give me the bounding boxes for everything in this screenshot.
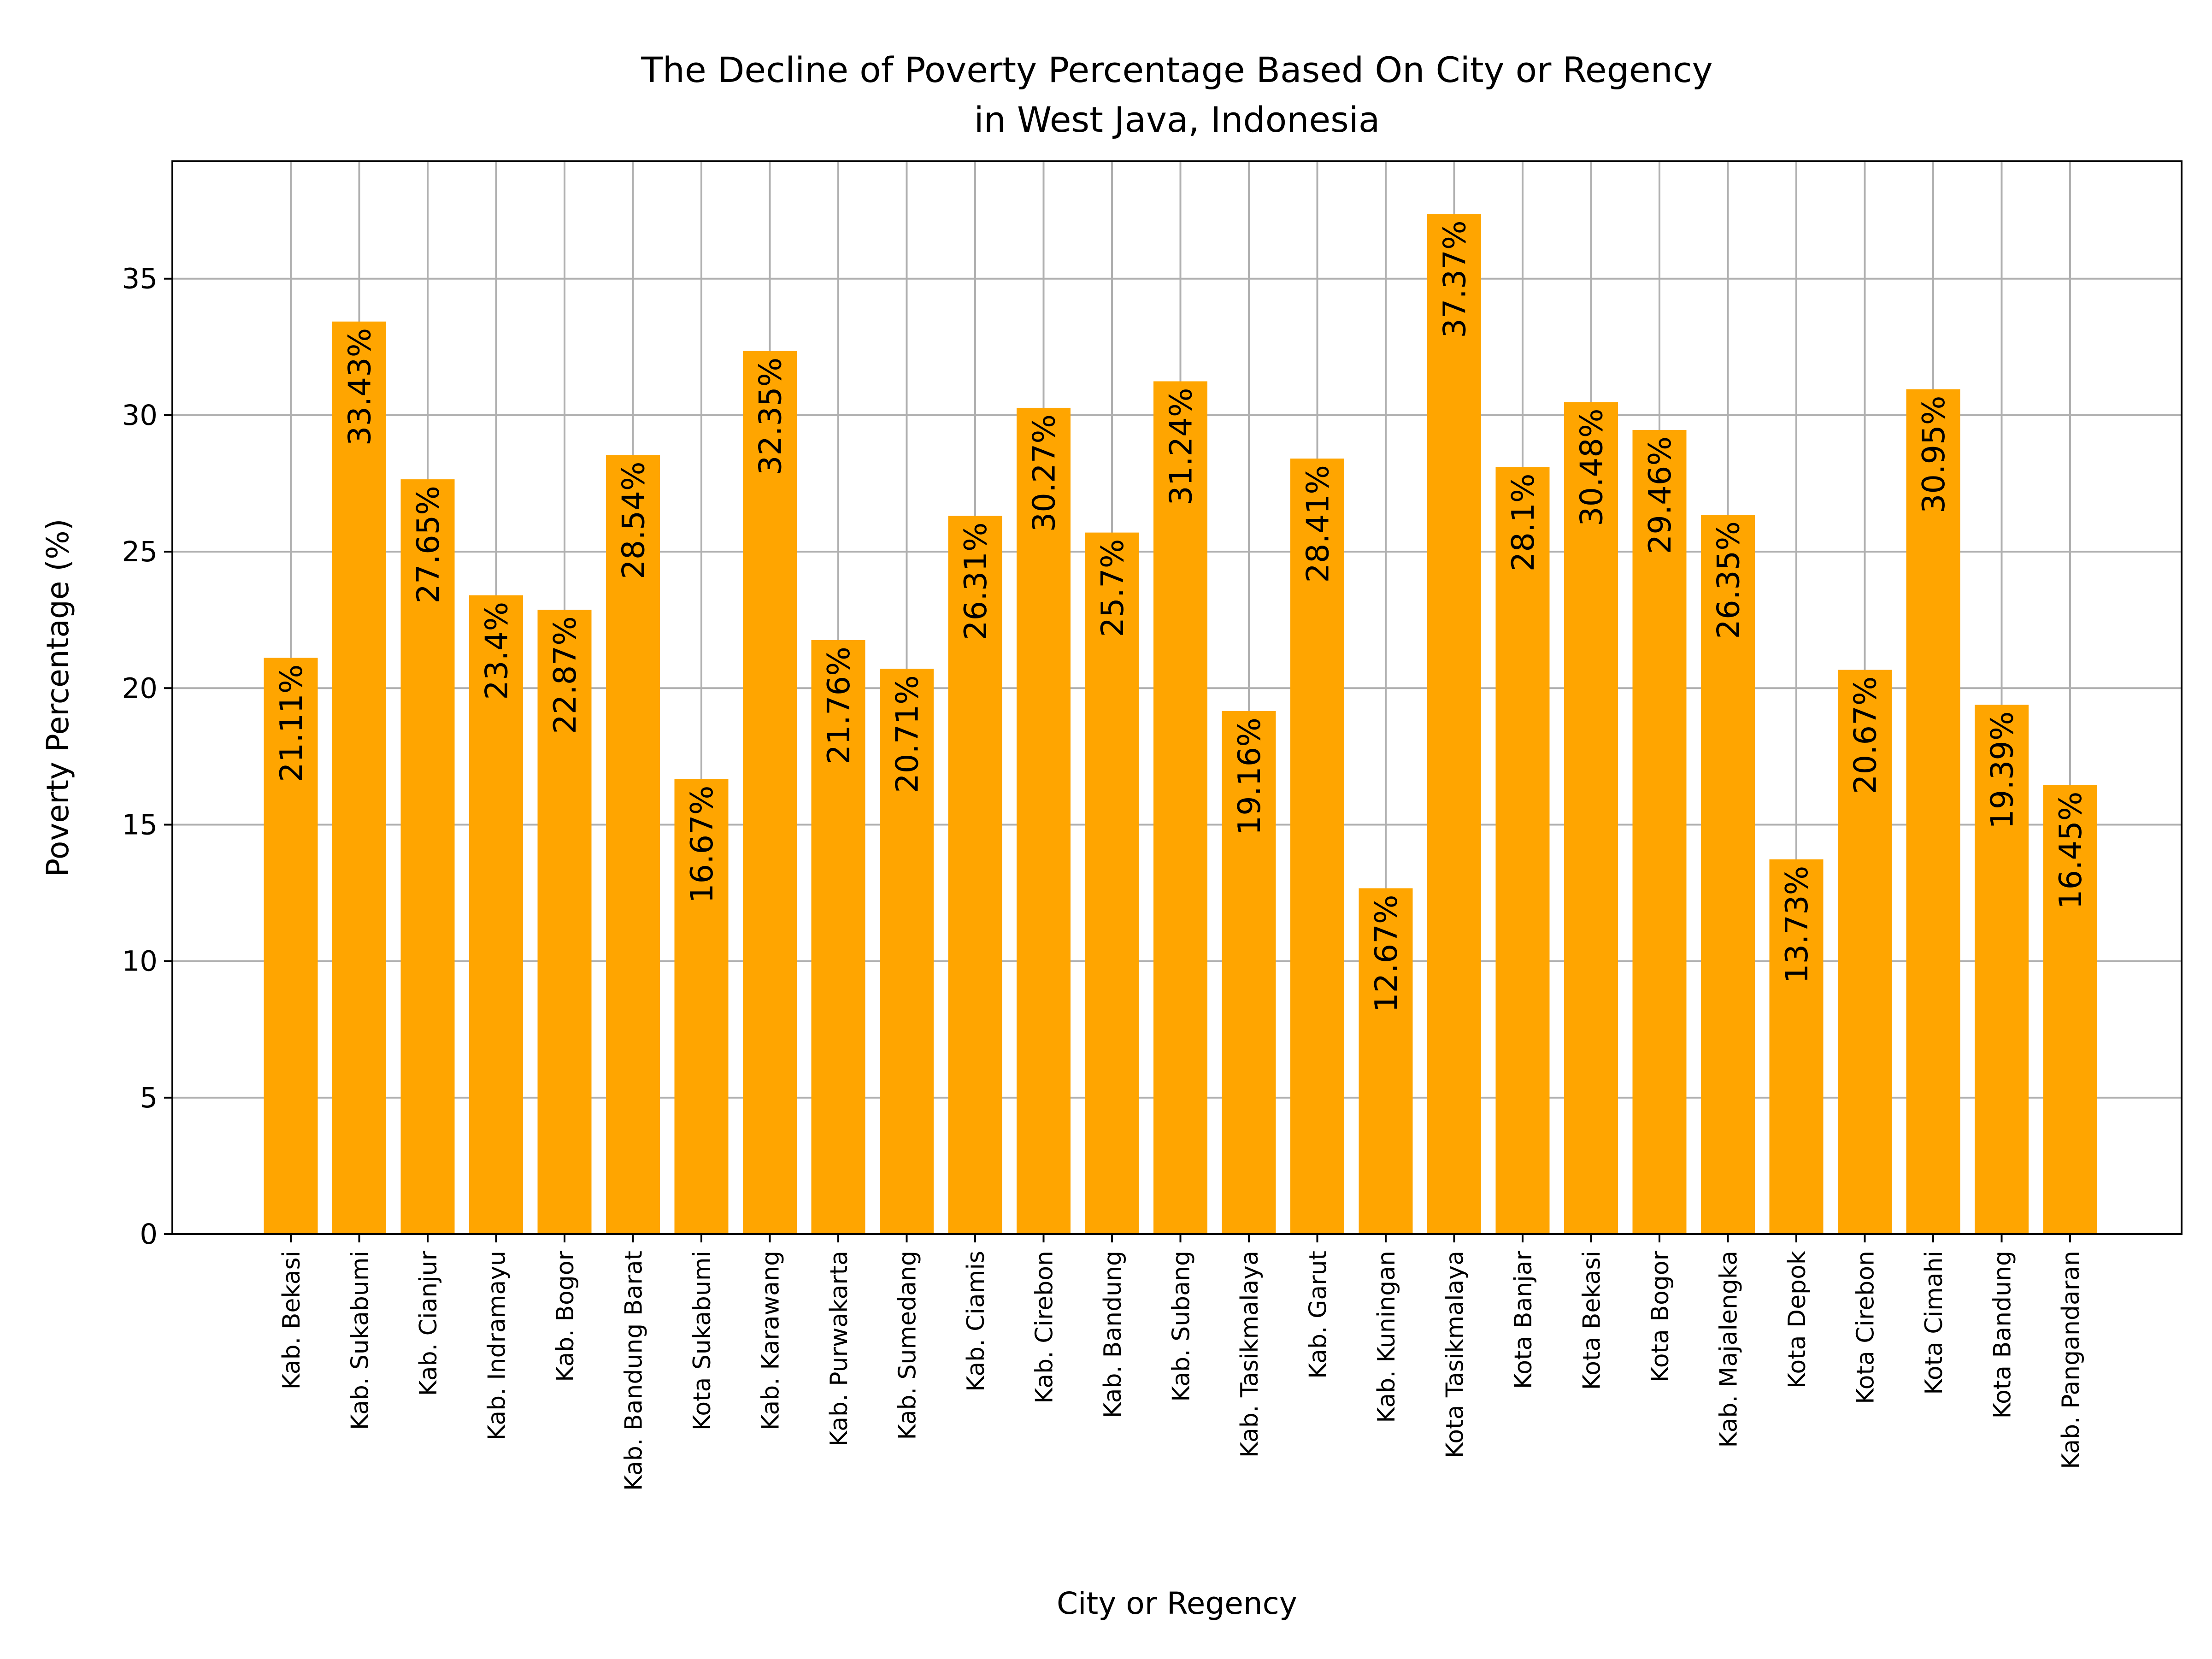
- bar-value-label: 30.95%: [1916, 396, 1952, 513]
- x-tick-label: Kab. Sukabumi: [347, 1251, 374, 1430]
- x-tick-label: Kab. Purwakarta: [825, 1251, 853, 1447]
- bar-value-label: 21.76%: [821, 647, 857, 764]
- chart-subtitle: in West Java, Indonesia: [974, 99, 1380, 140]
- x-tick-label: Kab. Bandung: [1099, 1251, 1127, 1418]
- x-tick-label: Kota Depok: [1783, 1251, 1811, 1388]
- bar: [1701, 515, 1755, 1234]
- bar: [1222, 711, 1276, 1234]
- x-tick-label: Kab. Garut: [1305, 1251, 1332, 1379]
- bar: [400, 479, 455, 1234]
- bar: [1153, 381, 1207, 1235]
- x-tick-label: Kota Bekasi: [1578, 1251, 1606, 1390]
- bar: [1975, 705, 2029, 1234]
- bar: [1632, 429, 1687, 1234]
- bar-value-labels: 21.11% 33.43% 27.65% 23.4% 22.87% 28.54% 16.67…: [273, 220, 2088, 1012]
- x-tick-label: Kab. Sumedang: [894, 1251, 922, 1440]
- bar-value-label: 20.71%: [889, 675, 925, 793]
- bar-value-label: 13.73%: [1779, 866, 1815, 983]
- bar: [674, 779, 729, 1234]
- x-tick-label: Kota Tasikmalaya: [1441, 1251, 1469, 1458]
- bar-value-label: 37.37%: [1437, 220, 1473, 338]
- bar: [469, 595, 523, 1234]
- bar-value-label: 31.24%: [1163, 388, 1199, 505]
- y-tick-label: 0: [140, 1218, 158, 1251]
- y-tick-label: 15: [122, 808, 158, 841]
- bar: [1085, 532, 1139, 1234]
- x-tick-label: Kota Cimahi: [1920, 1251, 1948, 1395]
- bar-value-label: 29.46%: [1642, 436, 1678, 554]
- x-tick-label: Kab. Cirebon: [1031, 1251, 1059, 1404]
- x-tick-label: Kab. Pangandaran: [2057, 1251, 2085, 1469]
- y-tick-label: 35: [122, 263, 158, 295]
- x-tick-label: Kab. Majalengka: [1715, 1251, 1743, 1448]
- y-tick-label: 25: [122, 535, 158, 568]
- bar: [1017, 407, 1071, 1234]
- x-tick-label: Kab. Kuningan: [1373, 1251, 1400, 1423]
- bar-value-label: 28.41%: [1300, 465, 1336, 582]
- bar-value-label: 21.11%: [273, 665, 309, 782]
- x-tick-label: Kab. Subang: [1168, 1251, 1195, 1402]
- x-tick-label: Kota Bandung: [1989, 1251, 2017, 1419]
- bar: [1564, 402, 1618, 1234]
- x-tick-label: Kab. Tasikmalaya: [1236, 1251, 1264, 1458]
- y-tick-label: 5: [140, 1082, 158, 1114]
- x-axis-label: City or Regency: [1057, 1586, 1297, 1621]
- x-tick-label: Kota Sukabumi: [688, 1251, 716, 1430]
- bar: [1838, 670, 1892, 1234]
- bar-value-label: 30.48%: [1574, 408, 1610, 526]
- bar-value-label: 23.4%: [479, 602, 515, 700]
- bar-value-label: 22.87%: [547, 616, 583, 734]
- bar: [1427, 214, 1481, 1235]
- x-tick-label: Kab. Ciamis: [962, 1251, 990, 1392]
- bar: [332, 321, 386, 1235]
- bar-value-label: 27.65%: [410, 486, 446, 603]
- bar-value-label: 26.35%: [1711, 521, 1747, 639]
- bar-value-label: 32.35%: [753, 358, 788, 475]
- bar-value-label: 19.16%: [1231, 718, 1267, 835]
- bar: [264, 658, 318, 1234]
- x-tick-label: Kab. Cianjur: [415, 1250, 442, 1396]
- x-tick-label: Kab. Karawang: [757, 1251, 785, 1430]
- y-tick-label: 10: [122, 945, 158, 978]
- x-tick-label: Kab. Bekasi: [278, 1251, 306, 1389]
- bar: [1906, 389, 1960, 1234]
- x-tick-label: Kab. Bogor: [552, 1250, 579, 1382]
- x-tick-label: Kab. Indramayu: [483, 1251, 511, 1441]
- bars: [264, 214, 2097, 1235]
- x-tick-label: Kota Cirebon: [1852, 1251, 1880, 1404]
- bar-value-label: 25.7%: [1094, 539, 1130, 637]
- bar: [1290, 459, 1344, 1234]
- bar: [606, 455, 660, 1234]
- x-tick-label: Kota Bogor: [1647, 1250, 1674, 1382]
- bar-value-label: 20.67%: [1847, 677, 1883, 794]
- y-axis-ticks: 0 5 10 15 20 25 30 35: [122, 263, 172, 1251]
- y-tick-label: 20: [122, 672, 158, 705]
- chart-title: The Decline of Poverty Percentage Based …: [641, 49, 1712, 90]
- bar-value-label: 33.43%: [342, 328, 378, 446]
- bar: [2043, 785, 2097, 1234]
- x-axis-ticks: Kab. Bekasi Kab. Sukabumi Kab. Cianjur Kab.…: [278, 1234, 2085, 1491]
- y-axis-label: Poverty Percentage (%): [40, 518, 76, 877]
- bar: [880, 669, 934, 1234]
- y-tick-label: 30: [122, 399, 158, 432]
- bar-value-label: 16.67%: [684, 786, 720, 903]
- bar-value-label: 12.67%: [1368, 894, 1404, 1012]
- bar-value-label: 19.39%: [1984, 711, 2020, 829]
- bar: [537, 610, 592, 1234]
- bar-value-label: 28.1%: [1505, 473, 1541, 571]
- x-tick-label: Kota Banjar: [1510, 1250, 1537, 1389]
- bar: [811, 640, 865, 1234]
- bar: [1359, 888, 1413, 1234]
- x-tick-label: Kab. Bandung Barat: [620, 1251, 648, 1491]
- bar-value-label: 30.27%: [1026, 414, 1062, 532]
- bar: [743, 351, 797, 1235]
- bar-value-label: 16.45%: [2053, 792, 2088, 909]
- bar: [1769, 859, 1824, 1234]
- plot-frame: [171, 160, 2183, 1235]
- bar: [948, 516, 1002, 1234]
- bar-value-label: 28.54%: [616, 461, 652, 579]
- bar-value-label: 26.31%: [958, 522, 994, 640]
- bar: [1495, 467, 1550, 1234]
